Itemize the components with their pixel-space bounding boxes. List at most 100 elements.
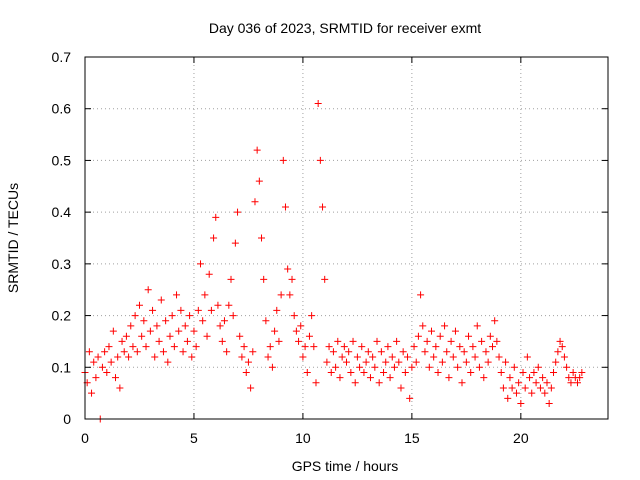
data-point: [454, 363, 462, 371]
data-point: [552, 358, 560, 366]
data-point: [364, 348, 372, 356]
data-point: [504, 394, 512, 402]
data-point: [495, 353, 503, 361]
y-tick-label: 0.5: [52, 152, 72, 168]
data-point: [536, 384, 544, 392]
data-point: [266, 343, 274, 351]
data-point: [196, 260, 204, 268]
data-point: [244, 358, 252, 366]
x-tick-label: 10: [295, 430, 311, 446]
data-point: [305, 332, 313, 340]
data-point: [380, 368, 388, 376]
data-point: [421, 348, 429, 356]
data-point: [109, 327, 117, 335]
data-point: [308, 312, 316, 320]
data-point: [556, 337, 564, 345]
data-point: [227, 275, 235, 283]
data-point: [332, 363, 340, 371]
data-points: [81, 100, 586, 423]
data-point: [449, 353, 457, 361]
grid: [85, 57, 608, 419]
data-point: [471, 353, 479, 361]
data-point: [441, 322, 449, 330]
data-point: [319, 203, 327, 211]
y-axis-label: SRMTID / TECUs: [5, 183, 21, 293]
data-point: [353, 353, 361, 361]
data-point: [377, 348, 385, 356]
data-point: [512, 389, 520, 397]
data-point: [142, 343, 150, 351]
data-point: [249, 348, 257, 356]
data-point: [393, 337, 401, 345]
y-tick-label: 0.6: [52, 101, 72, 117]
data-point: [384, 343, 392, 351]
data-point: [220, 317, 228, 325]
data-point: [229, 312, 237, 320]
data-point: [534, 363, 542, 371]
data-point: [563, 363, 571, 371]
data-point: [508, 384, 516, 392]
data-point: [336, 374, 344, 382]
data-point: [203, 332, 211, 340]
data-point: [295, 337, 303, 345]
data-point: [545, 399, 553, 407]
data-point: [133, 348, 141, 356]
data-point: [190, 327, 198, 335]
chart-title: Day 036 of 2023, SRMTID for receiver exm…: [209, 20, 481, 36]
data-point: [223, 348, 231, 356]
data-point: [560, 353, 568, 361]
data-point: [475, 363, 483, 371]
axis-ticks: 0 0.1 0.2 0.3 0.4 0.5 0.6 0.7 0 5 10 15 20: [52, 49, 608, 446]
data-point: [168, 312, 176, 320]
data-point: [576, 374, 584, 382]
data-point: [153, 322, 161, 330]
plot-frame: [84, 56, 609, 420]
data-point: [114, 353, 122, 361]
data-point: [279, 156, 287, 164]
data-point: [397, 384, 405, 392]
data-point: [436, 332, 444, 340]
data-point: [175, 327, 183, 335]
data-point: [523, 353, 531, 361]
data-point: [183, 337, 191, 345]
data-point: [299, 353, 307, 361]
data-point: [573, 379, 581, 387]
data-point: [517, 399, 525, 407]
data-point: [210, 234, 218, 242]
data-point: [327, 368, 335, 376]
data-point: [138, 332, 146, 340]
data-point: [118, 337, 126, 345]
data-point: [395, 358, 403, 366]
data-point: [578, 368, 586, 376]
data-point: [188, 353, 196, 361]
data-point: [135, 301, 143, 309]
data-point: [373, 337, 381, 345]
data-point: [528, 389, 536, 397]
data-point: [92, 374, 100, 382]
data-point: [242, 368, 250, 376]
data-point: [558, 343, 566, 351]
x-tick-label: 5: [190, 430, 198, 446]
data-point: [273, 306, 281, 314]
data-point: [201, 291, 209, 299]
data-point: [567, 379, 575, 387]
data-point: [112, 374, 120, 382]
data-point: [423, 337, 431, 345]
y-tick-label: 0.4: [52, 204, 72, 220]
data-point: [159, 348, 167, 356]
data-point: [497, 368, 505, 376]
data-point: [88, 389, 96, 397]
data-point: [390, 363, 398, 371]
data-point: [297, 322, 305, 330]
data-point: [434, 368, 442, 376]
data-point: [362, 358, 370, 366]
data-point: [345, 348, 353, 356]
data-point: [510, 363, 518, 371]
data-point: [284, 265, 292, 273]
data-point: [105, 343, 113, 351]
data-point: [194, 306, 202, 314]
data-point: [430, 353, 438, 361]
data-point: [360, 368, 368, 376]
